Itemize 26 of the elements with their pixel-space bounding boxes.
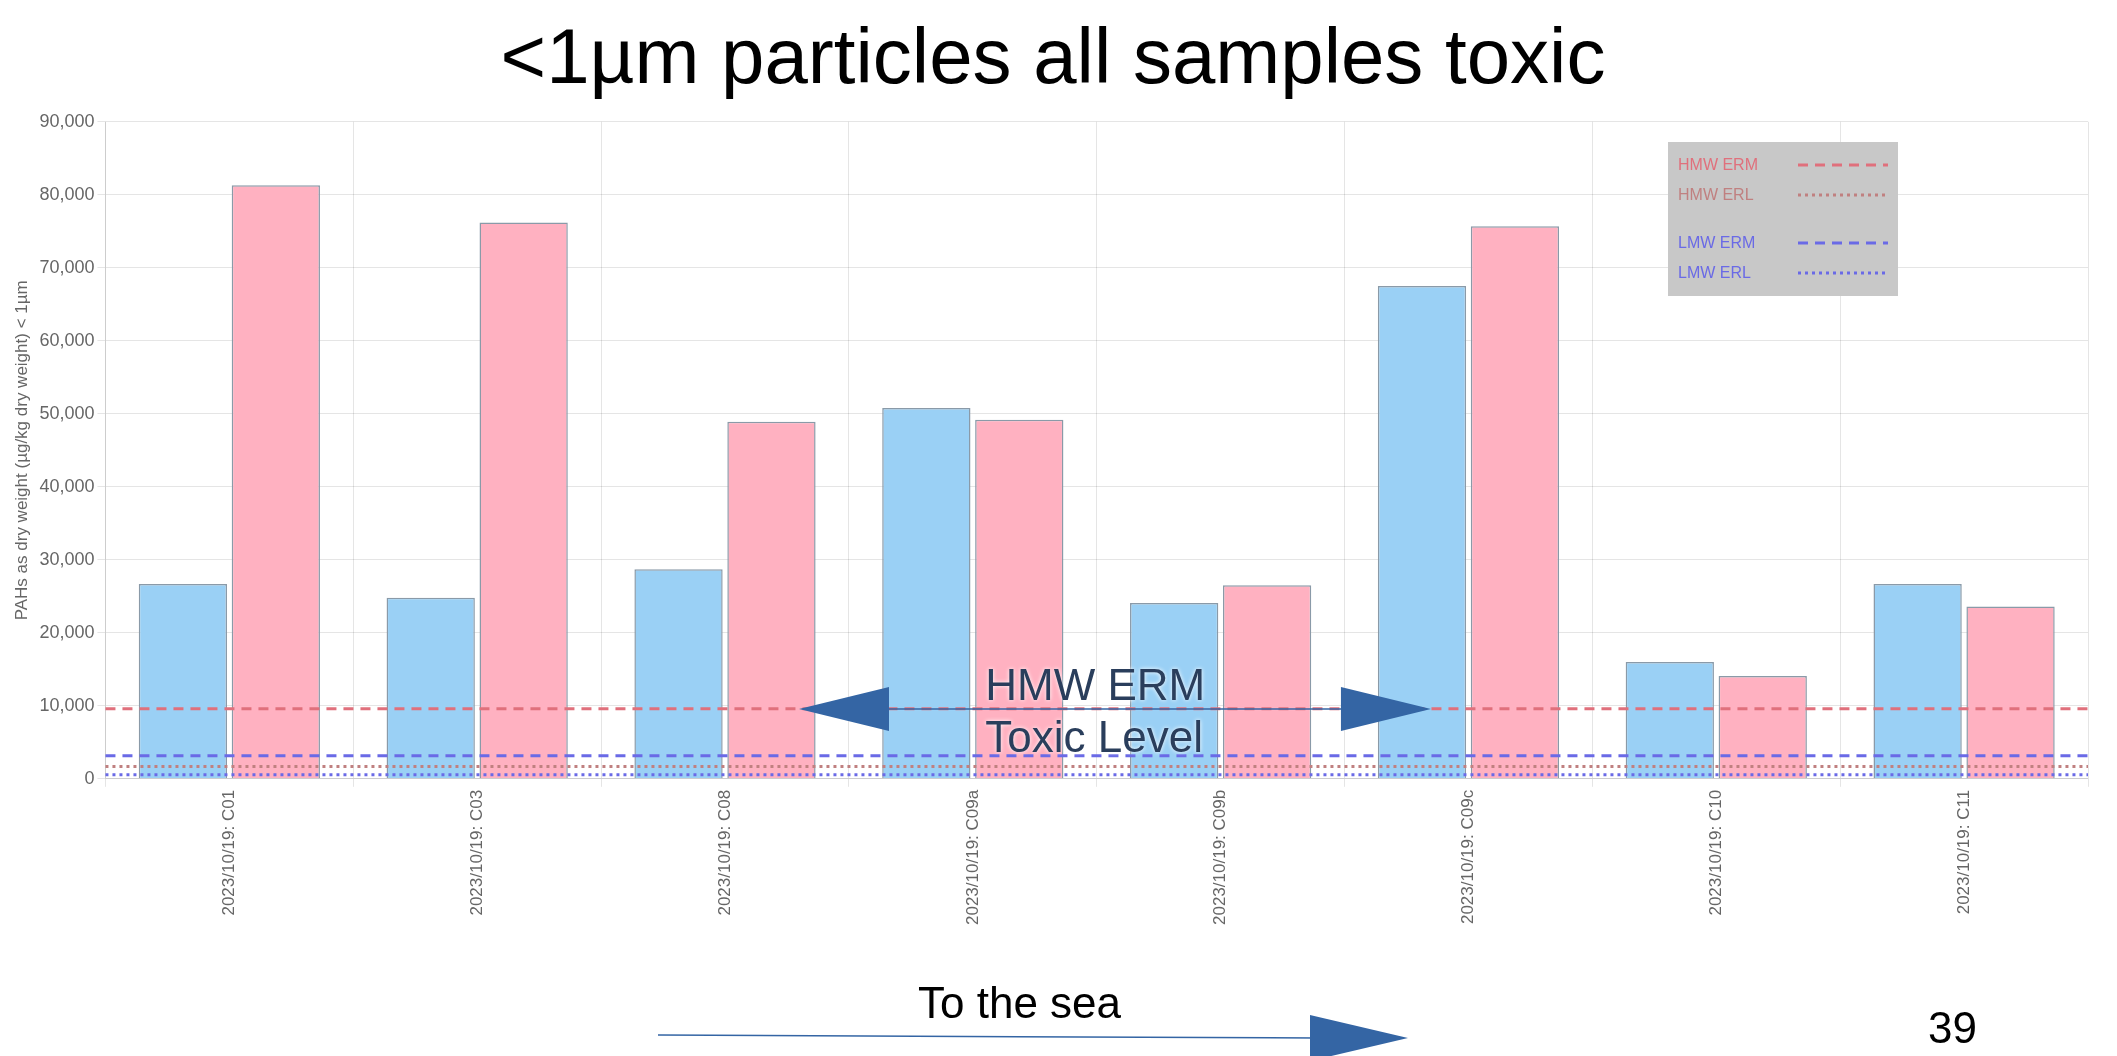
y-tick-label: 80,000 <box>39 183 95 204</box>
y-tick-label: 60,000 <box>39 329 95 350</box>
x-tick-label: 2023/10/19: C09b <box>1210 789 1230 925</box>
y-tick-label: 50,000 <box>39 402 95 423</box>
text: To the sea <box>918 978 1122 1028</box>
y-tick-label: 90,000 <box>39 110 95 131</box>
ref-line-label: LMW ERM <box>1678 233 1757 252</box>
chart-title: <1µm particles all samples toxic <box>499 11 1607 102</box>
text: 39 <box>1928 1003 1977 1053</box>
y-tick-label: 70,000 <box>39 256 95 277</box>
y-tick-label: 0 <box>84 767 95 788</box>
ref-line-label: HMW ERL <box>1678 185 1755 204</box>
x-tick-label: 2023/10/19: C11 <box>1953 789 1973 915</box>
x-tick-label: 2023/10/19: C10 <box>1705 789 1725 916</box>
y-tick-label: 10,000 <box>39 694 95 715</box>
x-tick-label: 2023/10/19: C08 <box>714 789 734 916</box>
ref-line-label: HMW ERM <box>1678 155 1759 174</box>
x-tick-label: 2023/10/19: C03 <box>466 789 486 916</box>
y-tick-label: 30,000 <box>39 548 95 569</box>
y-axis-title: PAHs as dry weight (µg/kg dry weight) < 1µm <box>11 280 31 621</box>
x-tick-label: 2023/10/19: C09c <box>1458 789 1478 925</box>
x-tick-label: 2023/10/19: C09a <box>962 789 982 925</box>
y-tick-label: 40,000 <box>39 475 95 496</box>
ref-line-label: LMW ERL <box>1678 263 1752 282</box>
y-tick-label: 20,000 <box>39 621 95 642</box>
x-tick-label: 2023/10/19: C01 <box>219 789 239 916</box>
